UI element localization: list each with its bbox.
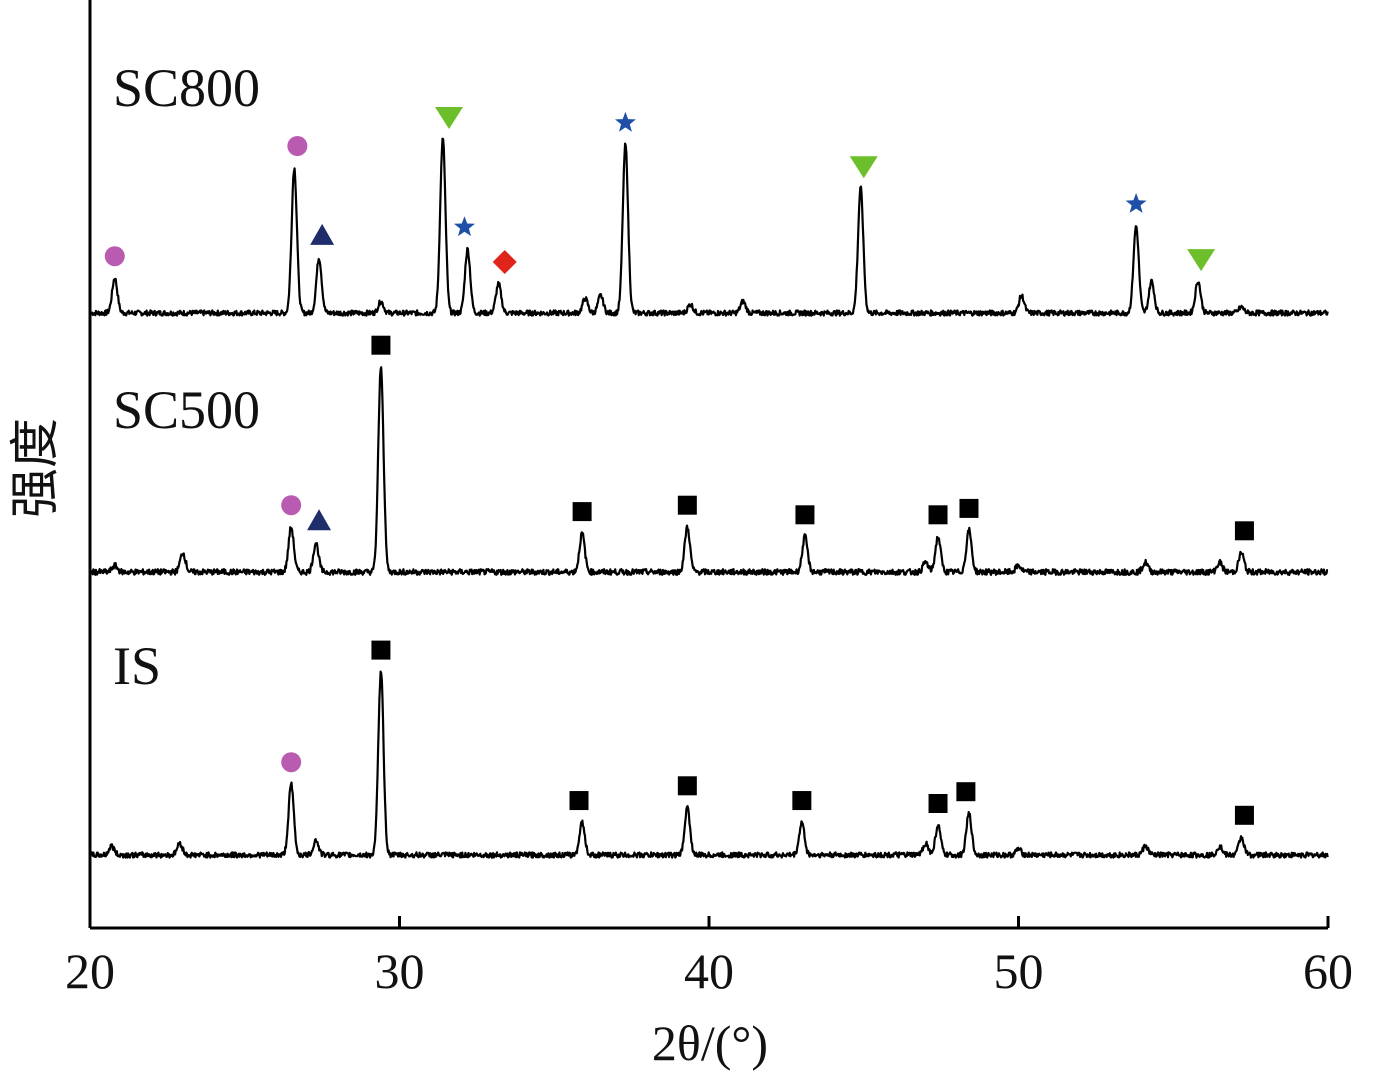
series-labels: SC800 SC500 IS (113, 58, 260, 696)
x-ticks: 20 30 40 50 60 (65, 916, 1353, 999)
square-marker (928, 793, 948, 813)
triangle-down-marker (849, 156, 878, 179)
square-marker (1234, 805, 1254, 825)
xrd-trace-is (90, 670, 1329, 859)
diamond-marker (492, 250, 517, 274)
star-marker (1125, 193, 1147, 213)
x-tick-label: 20 (65, 943, 115, 999)
circle-marker (287, 136, 308, 156)
x-tick-label: 40 (684, 943, 734, 999)
circle-marker (281, 752, 302, 773)
y-axis-title: 强度 (7, 418, 63, 518)
x-tick-label: 30 (375, 943, 425, 999)
series-label-sc800: SC800 (113, 58, 260, 118)
x-tick-label: 50 (994, 943, 1044, 999)
series-label-is: IS (113, 636, 161, 696)
triangle-down-marker (1187, 249, 1216, 272)
x-tick-label: 60 (1303, 943, 1353, 999)
star-marker (615, 111, 636, 132)
triangle-down-marker (435, 107, 464, 129)
square-marker (677, 776, 697, 796)
star-marker (454, 216, 475, 237)
square-marker (792, 791, 812, 811)
square-marker (677, 495, 697, 515)
circle-marker (104, 246, 125, 267)
xrd-trace-sc500 (90, 366, 1329, 576)
square-marker (371, 335, 391, 355)
square-marker (572, 502, 592, 522)
phase-markers (104, 107, 1254, 825)
xrd-trace-sc800 (90, 137, 1329, 317)
square-marker (956, 782, 976, 802)
square-marker (928, 505, 948, 525)
series-label-sc500: SC500 (113, 380, 260, 440)
xrd-traces (90, 137, 1329, 859)
square-marker (1234, 521, 1254, 541)
axes (88, 0, 1328, 930)
square-marker (795, 505, 815, 525)
x-axis-title: 2θ/(°) (652, 1015, 768, 1071)
square-marker (959, 498, 979, 518)
circle-marker (281, 495, 302, 516)
square-marker (569, 791, 589, 811)
triangle-up-marker (307, 509, 332, 531)
triangle-up-marker (310, 223, 335, 245)
square-marker (371, 640, 391, 660)
